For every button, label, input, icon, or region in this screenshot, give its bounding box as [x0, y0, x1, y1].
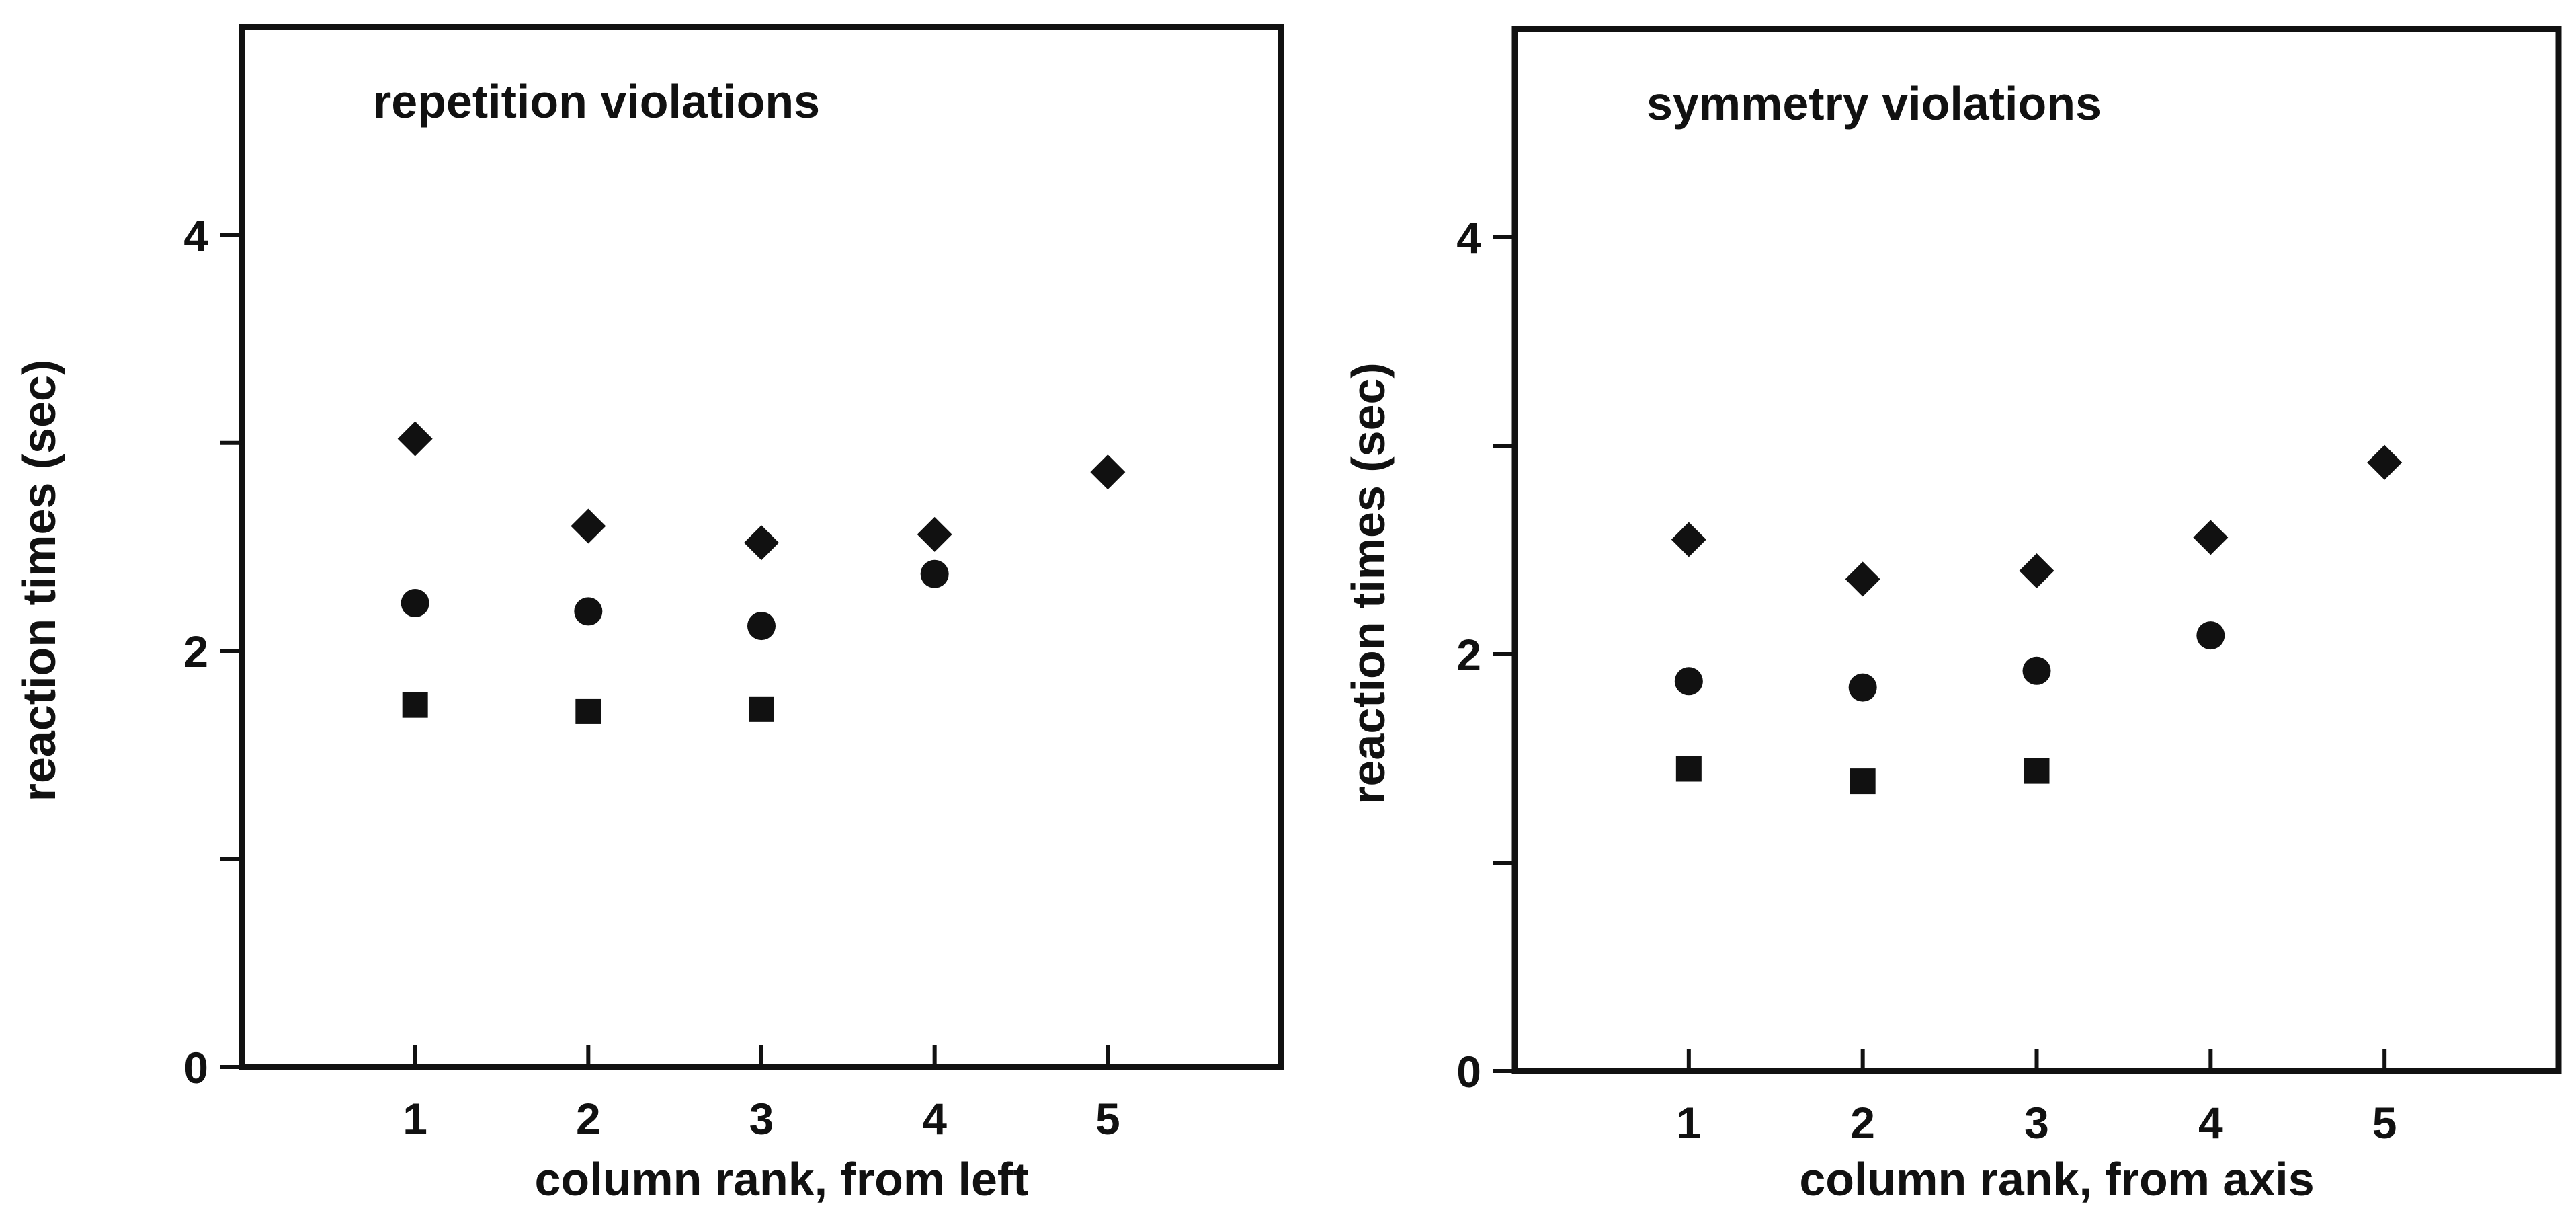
y-tick-label: 4	[183, 210, 208, 260]
y-tick-label: 2	[1456, 630, 1481, 680]
square-point	[1675, 756, 1702, 782]
diamond-point	[1090, 454, 1126, 490]
x-tick-label: 1	[403, 1094, 427, 1144]
square-point	[402, 692, 428, 718]
y-axis-label: reaction times (sec)	[1342, 362, 1395, 804]
circle-point	[401, 589, 429, 618]
y-tick-label: 0	[1456, 1047, 1481, 1097]
chart-symmetry-violations: symmetry violations 0 2 4 1 2 3 4 5 column rank, …	[1342, 26, 2562, 1205]
circle-point	[920, 559, 949, 588]
circle-point	[2196, 621, 2225, 650]
diamond-point	[2193, 520, 2229, 555]
circle-point	[574, 597, 603, 626]
y-tick-label: 0	[183, 1043, 208, 1093]
square-point	[575, 698, 601, 724]
x-tick-label: 2	[1850, 1098, 1875, 1148]
chart-title: repetition violations	[373, 75, 820, 128]
square-point	[2024, 758, 2050, 784]
circle-point	[747, 612, 776, 641]
x-axis-label: column rank, from left	[534, 1153, 1028, 1205]
x-tick-label: 5	[2372, 1098, 2397, 1148]
diamond-point	[1671, 522, 1706, 557]
y-tick-label: 4	[1456, 213, 1481, 263]
circle-point	[1674, 667, 1703, 696]
circle-point	[1848, 673, 1877, 702]
y-tick-label: 2	[183, 627, 208, 676]
diamond-point	[1845, 561, 1880, 597]
diamond-point	[397, 421, 433, 456]
x-tick-label: 2	[576, 1094, 601, 1144]
diamond-point	[571, 508, 606, 544]
chart-repetition-violations: repetition violations 0 2 4 1 2 3 4 5 column rank…	[13, 24, 1284, 1205]
x-tick-label: 3	[2024, 1098, 2049, 1148]
square-point	[1850, 768, 1876, 795]
x-tick-label: 1	[1676, 1098, 1701, 1148]
x-tick-label: 4	[2198, 1098, 2223, 1148]
diamond-point	[917, 516, 952, 552]
chart-title: symmetry violations	[1647, 77, 2102, 130]
x-tick-label: 5	[1095, 1094, 1120, 1144]
x-tick-label: 3	[749, 1094, 774, 1144]
diamond-point	[2019, 553, 2054, 588]
plot-frame	[1511, 26, 2562, 1074]
x-tick-label: 4	[922, 1094, 947, 1144]
circle-point	[2022, 656, 2051, 685]
diamond-point	[2367, 444, 2403, 480]
y-axis-label: reaction times (sec)	[13, 360, 65, 801]
x-axis-label: column rank, from axis	[1799, 1153, 2314, 1205]
square-point	[749, 696, 774, 722]
diamond-point	[744, 525, 779, 561]
